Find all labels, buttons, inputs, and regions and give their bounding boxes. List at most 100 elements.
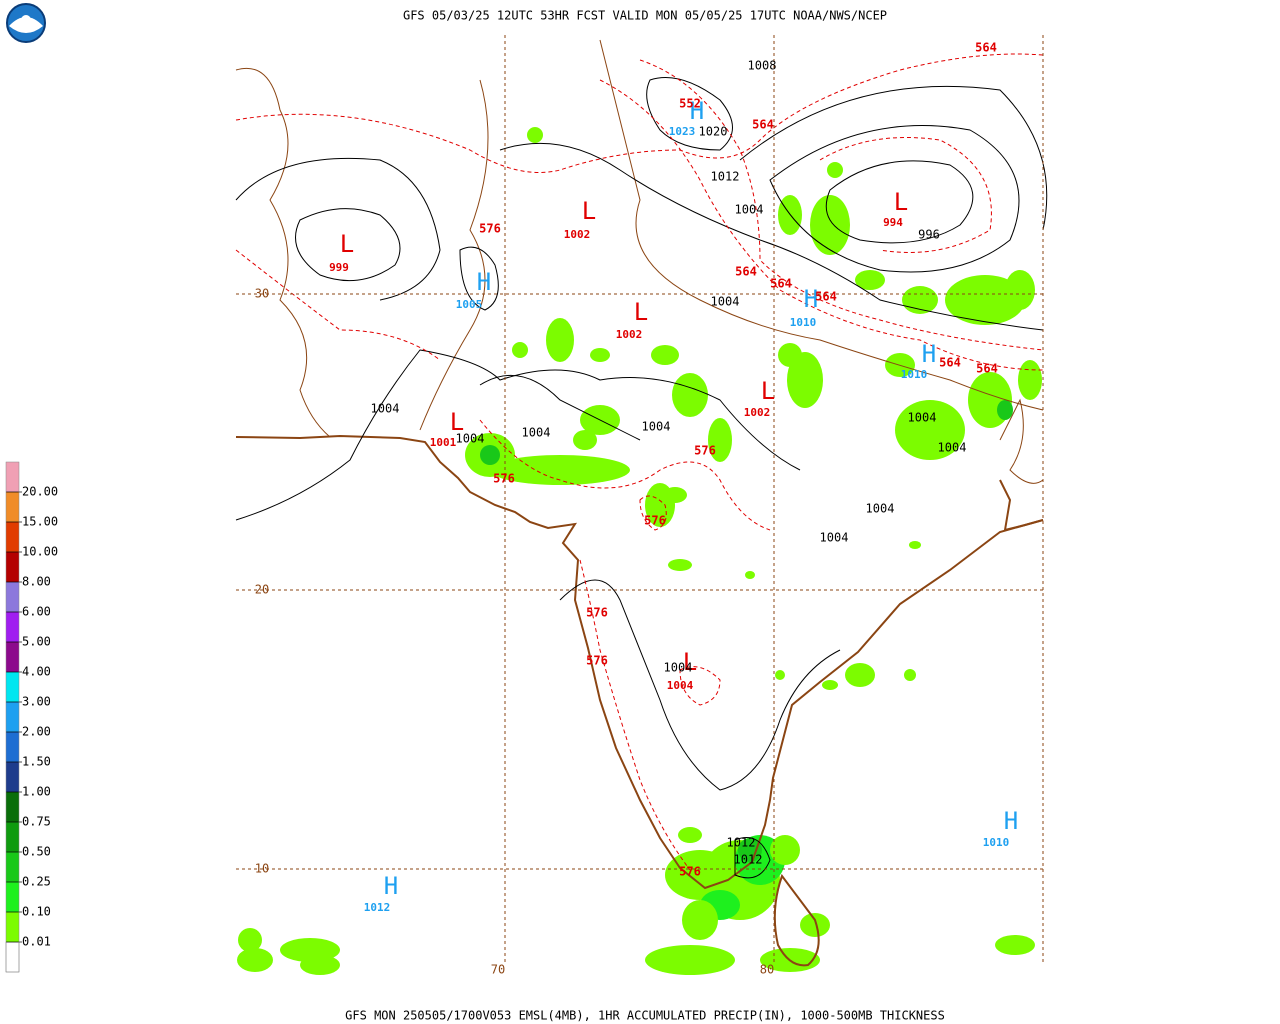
pressure-center-value: 1012 (364, 901, 391, 914)
borders (235, 39, 1044, 484)
isobar-label: 1004 (820, 531, 849, 545)
thickness-label: 576 (679, 865, 701, 879)
coastline (235, 434, 1044, 967)
legend-label: 1.00 (22, 785, 51, 799)
legend-swatch (6, 882, 19, 912)
legend-label: 0.10 (22, 905, 51, 919)
pressure-center-value: 999 (329, 261, 349, 274)
thickness-label: 564 (976, 362, 998, 376)
legend-swatch (6, 672, 19, 702)
legend-swatch (6, 912, 19, 942)
precip-area (800, 913, 830, 937)
isobar-label: 1004 (642, 420, 671, 434)
isobar-label: 1004 (522, 426, 551, 440)
precip-area (238, 928, 262, 952)
legend-swatch (5, 941, 20, 973)
precip-area (904, 669, 916, 681)
precip-area (678, 827, 702, 843)
legend-swatch (6, 762, 19, 792)
graticule (236, 35, 1044, 965)
legend-label: 5.00 (22, 635, 51, 649)
precip-area (573, 430, 597, 450)
legend-swatch (6, 732, 19, 762)
precip-area (997, 400, 1013, 420)
precip-area (1005, 270, 1035, 310)
precip-area (300, 955, 340, 975)
pressure-center-value: 994 (883, 216, 903, 229)
pressure-center-value: 1002 (616, 328, 643, 341)
legend-label: 0.50 (22, 845, 51, 859)
precip-area (546, 318, 574, 362)
thickness-label: 576 (493, 472, 515, 486)
precip-area (527, 127, 543, 143)
pressure-center-value: 1023 (669, 125, 696, 138)
precip-area (855, 270, 885, 290)
pressure-center-symbol: H (384, 872, 398, 900)
thickness-label: 576 (586, 654, 608, 668)
legend-label: 0.25 (22, 875, 51, 889)
legend-swatch (6, 522, 19, 552)
precip-area (590, 348, 610, 362)
legend-swatch (6, 702, 19, 732)
isobar-label: 1012 (734, 853, 763, 867)
isobar-label: 996 (918, 228, 940, 242)
legend-label: 20.00 (22, 485, 58, 499)
thickness-label: 564 (815, 290, 837, 304)
legend-label: 4.00 (22, 665, 51, 679)
precip-area (663, 487, 687, 503)
pressure-center-symbol: H (804, 285, 818, 313)
precip-area (480, 445, 500, 465)
precip-area (708, 418, 732, 462)
pressure-center-symbol: H (690, 97, 704, 125)
pressure-center-symbol: L (683, 648, 697, 676)
legend-label: 10.00 (22, 545, 58, 559)
legend-swatch (6, 552, 19, 582)
precip-area (827, 162, 843, 178)
map-title: GFS 05/03/25 12UTC 53HR FCST VALID MON 0… (403, 9, 887, 23)
isobar-label: 1008 (748, 59, 777, 73)
pressure-center-value: 1002 (744, 406, 771, 419)
legend-label: 8.00 (22, 575, 51, 589)
thickness-label: 576 (586, 606, 608, 620)
legend-label: 3.00 (22, 695, 51, 709)
thickness-label: 576 (644, 514, 666, 528)
thickness-label: 564 (735, 265, 757, 279)
thickness-label: 564 (752, 118, 774, 132)
latitude-label: 30 (255, 287, 269, 301)
pressure-center-symbol: H (922, 340, 936, 368)
legend-label: 6.00 (22, 605, 51, 619)
thickness-label: 564 (770, 277, 792, 291)
precip-legend: 0.01 0.10 0.25 0.50 0.75 1.00 1.50 2.00 3.00 4.00… (5, 461, 58, 973)
isobars (235, 77, 1048, 879)
isobar-label: 1012 (711, 170, 740, 184)
pressure-center-value: 1010 (983, 836, 1010, 849)
precip-area (787, 352, 823, 408)
thickness-contours (235, 53, 1044, 871)
pressure-center-symbol: L (450, 408, 464, 436)
legend-label: 0.75 (22, 815, 51, 829)
noaa-logo (6, 3, 46, 43)
precip-area (645, 945, 735, 975)
legend-frame (5, 461, 20, 973)
isobar-label: 1012 (727, 836, 756, 850)
pressure-center-symbol: H (1004, 807, 1018, 835)
legend-label: 2.00 (22, 725, 51, 739)
isobar-label: 1004 (908, 411, 937, 425)
thickness-label: 576 (694, 444, 716, 458)
precip-area (738, 838, 762, 862)
precip-area (995, 935, 1035, 955)
precip-area (490, 455, 630, 485)
isobar-label: 1004 (664, 661, 693, 675)
precip-area (778, 343, 802, 367)
legend-swatch (6, 852, 19, 882)
precip-area (745, 571, 755, 579)
pressure-center-value: 1010 (790, 316, 817, 329)
isobar-label: 1004 (456, 432, 485, 446)
pressure-center-symbol: L (761, 377, 775, 405)
isobar-label: 1004 (711, 295, 740, 309)
longitude-label: 80 (760, 963, 774, 977)
pressure-center-value: 1010 (901, 368, 928, 381)
precip-areas (237, 127, 1042, 975)
isobar-label: 1004 (938, 441, 967, 455)
